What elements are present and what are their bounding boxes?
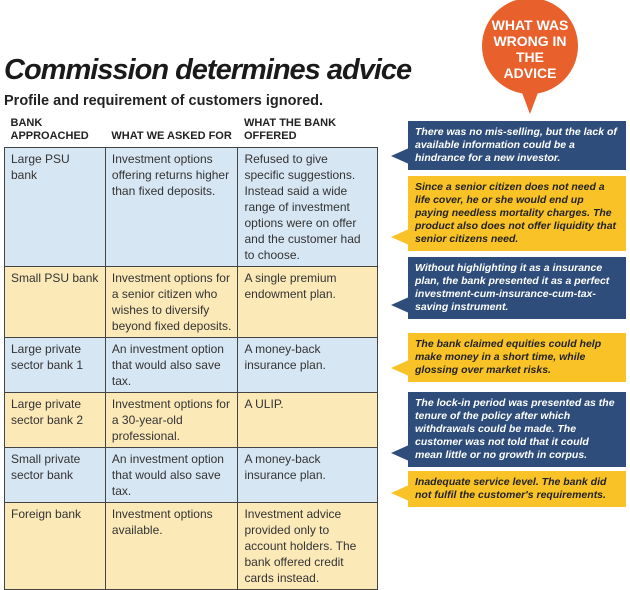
callout-1-text: There was no mis-selling, but the lack o…: [415, 126, 617, 164]
callout-4: The bank claimed equities could help mak…: [391, 333, 626, 382]
cell-asked: Investment options for a 30-year-old pro…: [104, 392, 239, 448]
cell-asked: Investment options offering returns high…: [104, 147, 239, 267]
callout-pointer: [391, 485, 409, 501]
header-offered: WHAT THE BANK OFFERED: [243, 117, 337, 142]
comparison-table: BANK APPROACHED WHAT WE ASKED FOR WHAT T…: [4, 117, 378, 590]
table-row: Small private sector bank An investment o…: [4, 447, 378, 503]
callout-6-text: Inadequate service level. The bank did n…: [415, 476, 607, 501]
cell-asked: An investment option that would also sav…: [104, 447, 239, 503]
callout-6: Inadequate service level. The bank did n…: [391, 471, 626, 507]
cell-offered: Refused to give specific suggestions. In…: [237, 147, 378, 267]
callout-1: There was no mis-selling, but the lack o…: [391, 121, 626, 170]
cell-asked: An investment option that would also sav…: [104, 337, 239, 393]
table-row: Large PSU bank Investment options offerin…: [4, 147, 378, 267]
callout-pointer: [391, 360, 409, 376]
cell-offered: A money-back insurance plan.: [237, 337, 378, 393]
cell-asked: Investment options available.: [104, 502, 239, 590]
callout-pointer: [391, 445, 409, 461]
table-row: Foreign bank Investment options available…: [4, 502, 378, 590]
header-bank: BANK APPROACHED: [10, 117, 89, 142]
callout-5: The lock-in period was presented as the …: [391, 392, 626, 467]
bubble-tail: [521, 90, 539, 114]
table-row: Large private sector bank 2 Investment op…: [4, 392, 378, 448]
cell-bank: Large private sector bank 2: [4, 392, 106, 448]
callout-2: Since a senior citizen does not need a l…: [391, 176, 626, 251]
header-asked: WHAT WE ASKED FOR: [111, 130, 232, 142]
callout-pointer: [391, 148, 409, 164]
callout-pointer: [391, 297, 409, 313]
cell-bank: Small PSU bank: [4, 266, 106, 338]
callout-4-text: The bank claimed equities could help mak…: [415, 338, 602, 376]
cell-bank: Large private sector bank 1: [4, 337, 106, 393]
table-row: Large private sector bank 1 An investment…: [4, 337, 378, 393]
what-was-wrong-bubble: WHAT WAS WRONG IN THE ADVICE: [482, 0, 578, 94]
callout-3-text: Without highlighting it as a insurance p…: [415, 262, 610, 313]
cell-offered: A money-back insurance plan.: [237, 447, 378, 503]
cell-offered: Investment advice provided only to accou…: [237, 502, 378, 590]
page-title: Commission determines advice: [4, 54, 412, 86]
bubble-text: WHAT WAS WRONG IN THE ADVICE: [491, 17, 569, 81]
cell-asked: Investment options for a senior citizen …: [104, 266, 239, 338]
cell-bank: Foreign bank: [4, 502, 106, 590]
page-subtitle: Profile and requirement of customers ign…: [4, 93, 324, 109]
cell-bank: Large PSU bank: [4, 147, 106, 267]
callout-column: There was no mis-selling, but the lack o…: [391, 121, 626, 507]
callout-3: Without highlighting it as a insurance p…: [391, 257, 626, 319]
callout-pointer: [391, 229, 409, 245]
callout-2-text: Since a senior citizen does not need a l…: [415, 181, 617, 245]
table-row: Small PSU bank Investment options for a s…: [4, 266, 378, 338]
table-header: BANK APPROACHED WHAT WE ASKED FOR WHAT T…: [5, 117, 378, 148]
cell-offered: A single premium endowment plan.: [237, 266, 378, 338]
callout-5-text: The lock-in period was presented as the …: [415, 397, 615, 461]
cell-bank: Small private sector bank: [4, 447, 106, 503]
cell-offered: A ULIP.: [237, 392, 378, 448]
